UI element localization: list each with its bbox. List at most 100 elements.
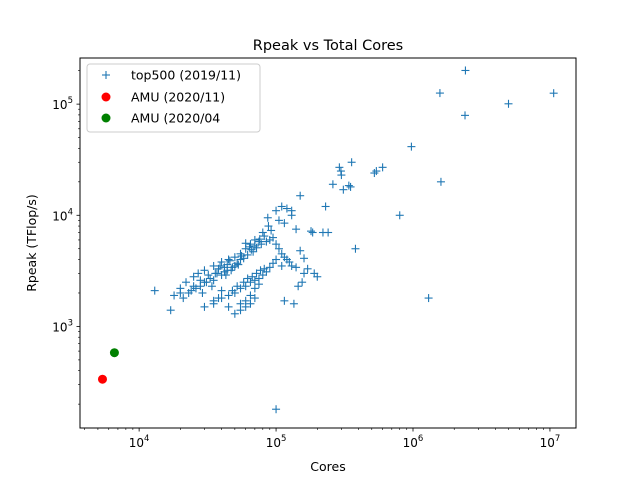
data-point xyxy=(277,261,286,270)
x-tick-label: 106 xyxy=(403,434,424,450)
data-point xyxy=(97,374,107,384)
data-point xyxy=(236,299,245,308)
data-point xyxy=(256,266,265,275)
legend-item-amu-2020-04: AMU (2020/04 xyxy=(101,111,220,126)
data-point xyxy=(461,111,470,120)
data-point xyxy=(221,271,230,280)
data-point xyxy=(347,158,356,167)
data-point xyxy=(289,299,298,308)
data-point xyxy=(230,309,239,318)
data-point xyxy=(407,142,416,151)
data-point xyxy=(220,263,229,272)
data-point xyxy=(339,185,348,194)
data-point xyxy=(435,89,444,98)
data-point xyxy=(308,228,317,237)
y-tick-label: 105 xyxy=(52,96,73,112)
data-point xyxy=(292,263,301,272)
y-axis-ticks: 103 104 105 xyxy=(52,70,80,405)
data-point xyxy=(198,288,207,297)
data-point xyxy=(233,282,242,291)
data-point xyxy=(246,291,255,300)
data-point xyxy=(217,286,226,295)
data-point xyxy=(248,272,257,281)
x-tick-label: 104 xyxy=(129,434,150,450)
y-tick-label: 103 xyxy=(52,318,73,334)
data-point xyxy=(351,244,360,253)
data-point xyxy=(260,264,269,273)
data-point xyxy=(252,243,261,252)
data-point xyxy=(241,302,250,311)
data-point xyxy=(272,405,281,414)
data-point xyxy=(300,269,309,278)
data-point xyxy=(287,261,296,270)
data-point xyxy=(298,278,307,287)
x-tick-label: 107 xyxy=(540,434,561,450)
data-point xyxy=(202,278,211,287)
data-point xyxy=(246,299,255,308)
data-point xyxy=(204,271,213,280)
x-axis-ticks: 104 105 106 107 xyxy=(84,428,561,450)
data-point xyxy=(250,241,259,250)
data-point xyxy=(436,177,445,186)
data-point xyxy=(292,225,301,234)
data-point xyxy=(267,226,276,235)
data-point xyxy=(196,276,205,285)
data-point xyxy=(236,255,245,264)
data-point xyxy=(346,182,355,191)
data-point xyxy=(212,269,221,278)
legend-marker-green-circle xyxy=(101,113,111,123)
data-point xyxy=(504,99,513,108)
data-point xyxy=(254,280,263,289)
data-point xyxy=(230,253,239,262)
data-point xyxy=(207,282,216,291)
data-point xyxy=(296,191,305,200)
data-point xyxy=(313,272,322,281)
legend-marker-red-circle xyxy=(101,92,111,102)
data-point xyxy=(258,228,267,237)
data-point xyxy=(321,202,330,211)
data-point xyxy=(262,237,271,246)
data-point xyxy=(200,266,209,275)
data-point xyxy=(249,247,258,256)
data-point xyxy=(378,163,387,172)
data-point xyxy=(324,228,333,237)
data-point xyxy=(424,294,433,303)
data-point xyxy=(294,282,303,291)
x-axis-label: Cores xyxy=(310,459,345,474)
legend-item-amu-2020-11: AMU (2020/11) xyxy=(101,90,225,105)
data-point xyxy=(303,264,312,273)
data-point xyxy=(265,263,274,272)
data-point xyxy=(239,278,248,287)
legend-marker-plus xyxy=(102,71,110,79)
data-point xyxy=(234,260,243,269)
data-point xyxy=(272,240,281,249)
data-point xyxy=(228,286,237,295)
y-axis-label: Rpeak (TFlop/s) xyxy=(24,194,39,292)
data-point xyxy=(224,255,233,264)
data-point xyxy=(263,213,272,222)
data-point xyxy=(280,296,289,305)
data-point xyxy=(258,271,267,280)
data-point xyxy=(224,291,233,300)
data-point xyxy=(179,294,188,303)
data-point xyxy=(170,291,179,300)
data-point xyxy=(307,227,316,236)
data-point xyxy=(287,206,296,215)
data-point xyxy=(372,167,381,176)
data-point xyxy=(335,163,344,172)
data-point xyxy=(189,272,198,281)
data-point xyxy=(255,235,264,244)
data-point xyxy=(370,169,379,178)
data-point xyxy=(206,274,215,283)
legend-frame xyxy=(86,63,261,133)
data-point xyxy=(189,282,198,291)
data-point xyxy=(277,202,286,211)
data-point xyxy=(214,294,223,303)
data-point xyxy=(272,206,281,215)
data-point xyxy=(344,181,353,190)
data-point xyxy=(260,232,269,241)
legend: top500 (2019/11) AMU (2020/11) AMU (2020… xyxy=(86,63,261,133)
legend-label-top500: top500 (2019/11) xyxy=(131,68,241,83)
y-tick-label: 104 xyxy=(52,207,73,223)
